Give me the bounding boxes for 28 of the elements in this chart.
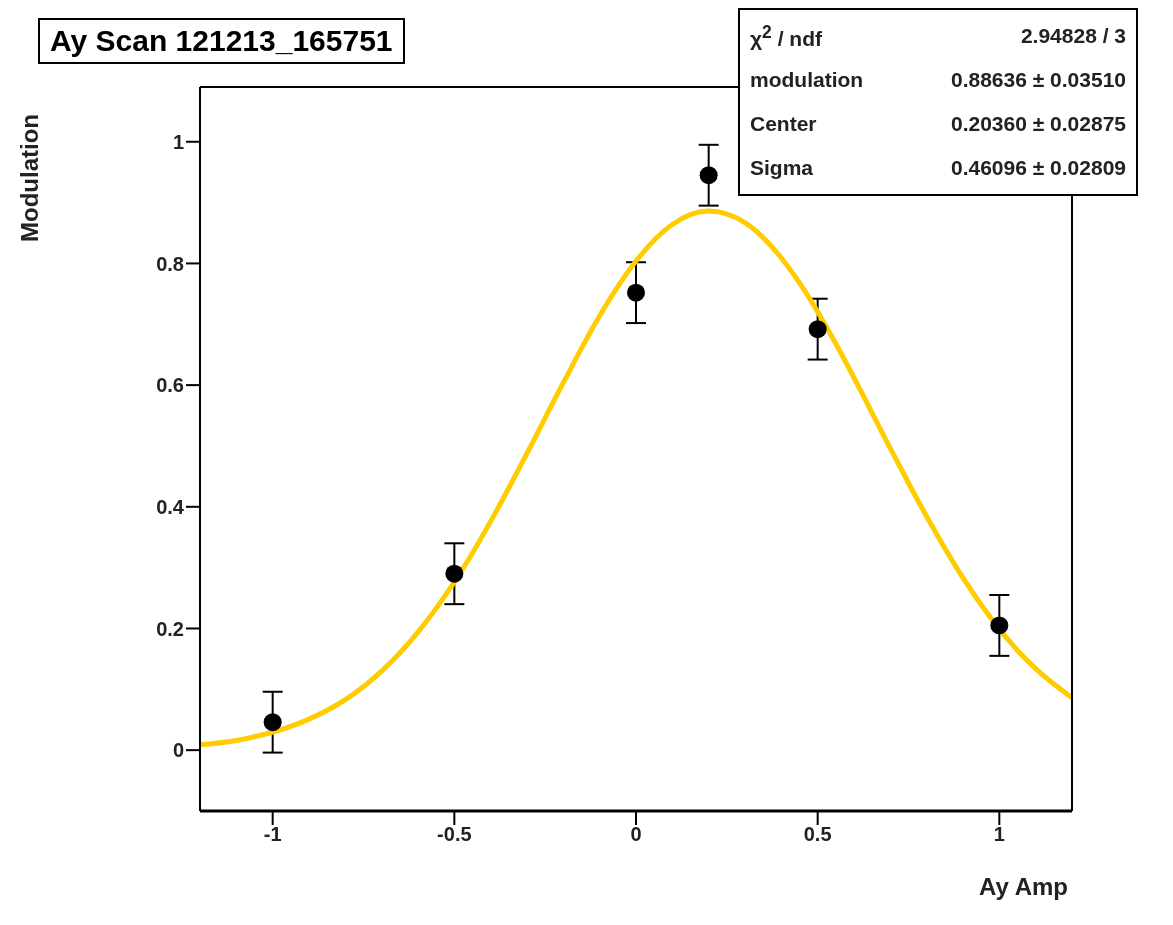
point bbox=[699, 166, 718, 185]
point bbox=[990, 616, 1009, 635]
point bbox=[627, 283, 645, 302]
y-tick-label: 0 bbox=[172, 739, 184, 762]
annotation: Center bbox=[750, 112, 817, 136]
y-tick-label: 1 bbox=[172, 130, 184, 153]
y-tick-label: 0.8 bbox=[156, 252, 184, 275]
point bbox=[808, 320, 827, 339]
chart-title: Ay Scan 121213_165751 bbox=[38, 18, 405, 64]
annotation: 0.46096 ± 0.02809 bbox=[950, 156, 1126, 180]
x-tick-label: 0.5 bbox=[803, 823, 832, 846]
point bbox=[263, 713, 282, 732]
annotation: Sigma bbox=[750, 156, 814, 180]
y-axis-title: Modulation bbox=[16, 114, 44, 242]
x-tick-label: 0 bbox=[630, 823, 642, 846]
point bbox=[445, 564, 464, 583]
x-tick-label: -0.5 bbox=[437, 823, 472, 846]
y-tick-label: 0.6 bbox=[156, 374, 184, 397]
y-tick-label: 0.2 bbox=[156, 617, 184, 640]
annotation: 0.88636 ± 0.03510 bbox=[950, 68, 1126, 92]
text: 2.94828 / 3 bbox=[1020, 24, 1126, 48]
annotation: 0.20360 ± 0.02875 bbox=[950, 112, 1126, 136]
x-tick-label: -1 bbox=[263, 823, 282, 846]
y-tick-label: 0.4 bbox=[156, 495, 185, 518]
x-axis-title: Ay Amp bbox=[979, 873, 1068, 901]
annotation: modulation bbox=[750, 68, 864, 92]
text: χ$^{2}$ / ndf bbox=[750, 21, 822, 51]
x-tick-label: 1 bbox=[993, 823, 1005, 846]
